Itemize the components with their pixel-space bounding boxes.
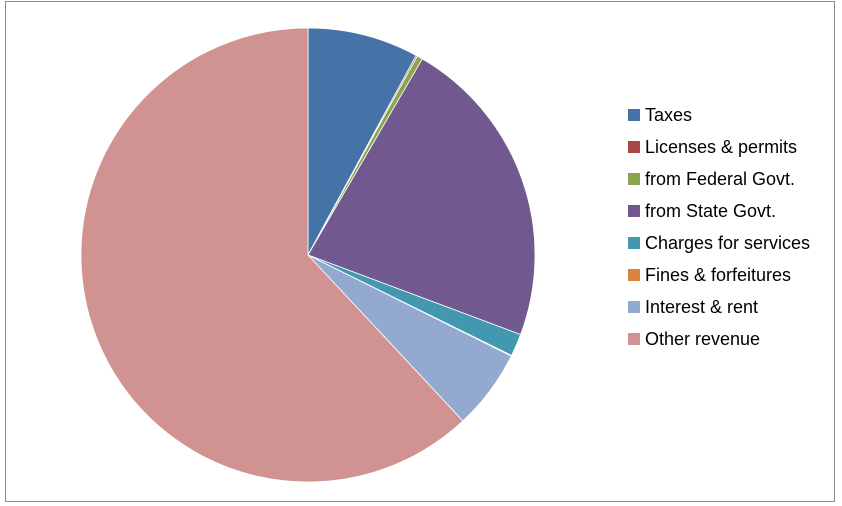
legend-label: Fines & forfeitures	[645, 265, 792, 285]
legend-item-licenses-permits: Licenses & permits	[628, 131, 838, 163]
legend-item-state-govt: from State Govt.	[628, 195, 838, 227]
legend-item-fines-forfeitures: Fines & forfeitures	[628, 259, 838, 291]
legend-swatch	[628, 333, 640, 345]
legend-swatch	[628, 301, 640, 313]
legend-label: Taxes	[645, 105, 693, 125]
legend-swatch	[628, 109, 640, 121]
legend-item-taxes: Taxes	[628, 99, 838, 131]
legend-label: Interest & rent	[645, 297, 759, 317]
legend-swatch	[628, 173, 640, 185]
legend-label: Other revenue	[645, 329, 761, 349]
pie-slices	[80, 27, 536, 483]
legend-swatch	[628, 237, 640, 249]
legend-swatch	[628, 205, 640, 217]
pie-slice-from-state-govt	[307, 58, 536, 335]
legend-item-charges-services: Charges for services	[628, 227, 838, 259]
chart-frame: Taxes Licenses & permits from Federal Go…	[5, 1, 835, 502]
legend-swatch	[628, 269, 640, 281]
legend-item-federal-govt: from Federal Govt.	[628, 163, 838, 195]
legend: Taxes Licenses & permits from Federal Go…	[628, 99, 838, 355]
legend-label: Licenses & permits	[645, 137, 798, 157]
legend-swatch	[628, 141, 640, 153]
legend-label: Charges for services	[645, 233, 811, 253]
pie-slice-taxes	[307, 27, 417, 256]
pie-slice-other-revenue	[80, 27, 464, 483]
legend-item-other-revenue: Other revenue	[628, 323, 838, 355]
legend-label: from State Govt.	[645, 201, 777, 221]
legend-label: from Federal Govt.	[645, 169, 796, 189]
legend-item-interest-rent: Interest & rent	[628, 291, 838, 323]
pie-chart	[80, 27, 536, 483]
